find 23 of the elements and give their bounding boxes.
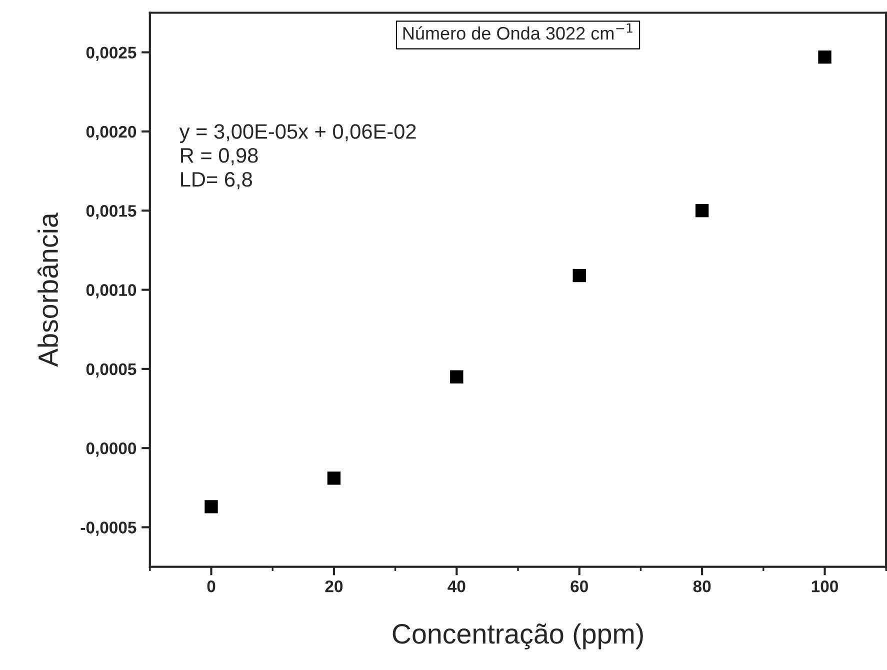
annotation: Número de Onda 3022 cm$^{−1}$ [403, 23, 632, 40]
y-tick-label: 0,0025 [86, 46, 136, 61]
x-tick-label: 100 [812, 580, 838, 592]
x-axis-title: Concentração (ppm) [392, 623, 643, 650]
point [695, 204, 709, 218]
x-tick-label: 40 [448, 580, 466, 592]
x-tick-label: 0 [207, 580, 216, 592]
x-tick-label: 60 [570, 580, 588, 592]
x-tick-label: 80 [693, 580, 711, 592]
point [204, 500, 218, 514]
annotation: y = 3,00E-05x + 0,06E-02 R = 0,98 LD= 6,8 [179, 124, 416, 190]
point [572, 268, 586, 282]
y-tick-label: 0,0020 [86, 126, 136, 140]
point [818, 50, 832, 64]
y-tick-label: -0,0005 [80, 522, 136, 536]
y-tick-label: 0,0010 [86, 284, 136, 298]
y-tick-label: 0,0005 [86, 363, 136, 378]
x-tick-label: 20 [325, 580, 343, 592]
point [327, 472, 341, 485]
y-tick-label: 0,0000 [86, 442, 136, 457]
point [450, 370, 464, 384]
y-tick-label: 0,0015 [86, 205, 136, 220]
y-axis-title: Absorbância [38, 212, 58, 367]
